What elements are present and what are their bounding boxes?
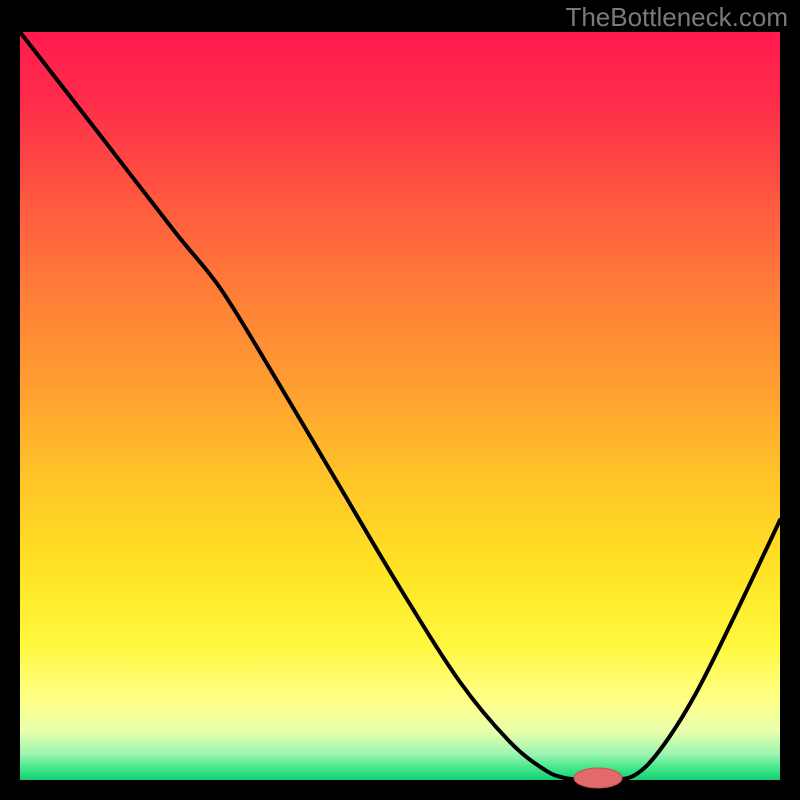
chart-container: TheBottleneck.com [0,0,800,800]
bottleneck-chart: TheBottleneck.com [0,0,800,800]
optimal-marker [574,768,622,788]
gradient-plot-area [20,32,780,780]
watermark-text: TheBottleneck.com [565,2,788,32]
